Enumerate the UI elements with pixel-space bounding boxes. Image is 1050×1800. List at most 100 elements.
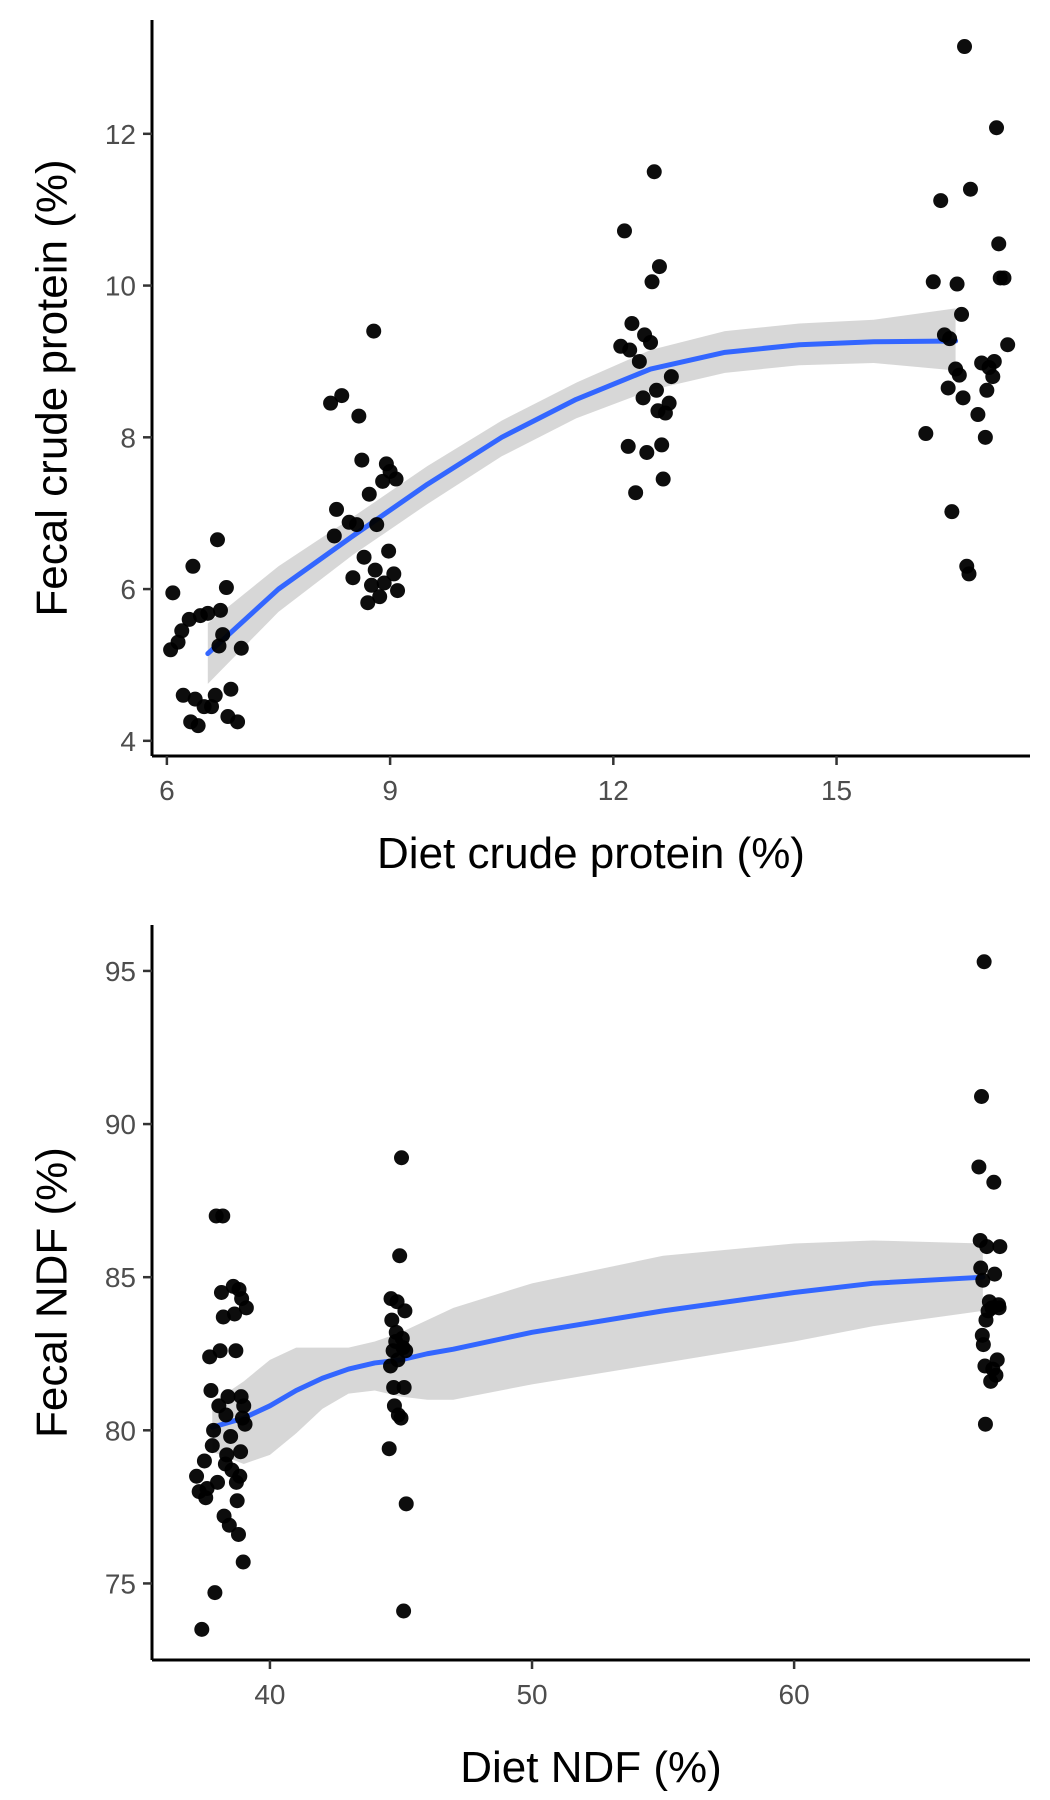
data-point	[223, 1428, 239, 1444]
data-point	[398, 1343, 414, 1359]
data-point	[194, 1621, 210, 1637]
data-point	[215, 627, 231, 643]
data-point	[206, 1422, 222, 1438]
data-point	[985, 369, 1001, 385]
data-point	[1000, 337, 1016, 353]
data-point	[663, 369, 679, 385]
fit-line-layer	[205, 338, 959, 657]
data-point	[228, 1343, 244, 1359]
data-point	[369, 517, 385, 533]
y-tick-label: 12	[105, 119, 136, 150]
y-tick-label: 85	[105, 1262, 136, 1293]
data-point	[975, 1272, 991, 1288]
y-axis-title: Fecal NDF (%)	[28, 1147, 77, 1438]
data-point	[639, 444, 655, 460]
x-tick-label: 15	[821, 775, 852, 806]
data-point	[235, 1554, 251, 1570]
x-axis-title: Diet NDF (%)	[460, 1743, 722, 1792]
confidence-ribbon-layer	[212, 1240, 983, 1464]
x-tick-label: 40	[254, 1679, 285, 1710]
data-point	[989, 120, 1005, 136]
y-axis-title: Fecal crude protein (%)	[28, 159, 77, 616]
data-point	[237, 1416, 253, 1432]
scatter-points-layer	[163, 39, 1016, 734]
data-point	[949, 276, 965, 292]
y-axis-ticks: 4 6 8 10 12	[105, 119, 152, 757]
data-point	[957, 39, 973, 55]
scatter-points-layer	[189, 954, 1008, 1637]
data-point	[361, 486, 377, 502]
data-point	[655, 471, 671, 487]
data-point	[386, 1379, 402, 1395]
data-point	[212, 1343, 228, 1359]
data-point	[329, 501, 345, 517]
data-point	[229, 1493, 245, 1509]
confidence-ribbon	[212, 1240, 983, 1464]
data-point	[323, 395, 339, 411]
panel-ndf: 40 50 60 75 80 85 90 95 Diet NDF (%) Fecal NDF…	[28, 925, 1030, 1792]
data-point	[954, 306, 970, 322]
y-tick-label: 6	[120, 574, 136, 605]
data-point	[616, 223, 632, 239]
y-tick-label: 75	[105, 1568, 136, 1599]
data-point	[190, 718, 206, 734]
data-point	[364, 577, 379, 593]
data-point	[218, 1407, 234, 1423]
data-point	[189, 1468, 205, 1484]
data-point	[233, 640, 249, 656]
data-point	[218, 580, 234, 596]
data-point	[974, 1089, 990, 1104]
data-point	[367, 562, 383, 578]
x-tick-label: 50	[516, 1679, 547, 1710]
data-point	[334, 388, 350, 404]
x-tick-label: 6	[159, 775, 175, 806]
data-point	[345, 570, 361, 586]
y-tick-label: 90	[105, 1109, 136, 1140]
data-point	[397, 1303, 413, 1319]
data-point	[398, 1496, 414, 1512]
data-point	[209, 532, 225, 548]
data-point	[351, 408, 367, 424]
data-point	[992, 1239, 1008, 1255]
data-point	[661, 395, 677, 411]
confidence-ribbon-layer	[207, 308, 956, 684]
data-point	[381, 1441, 397, 1457]
confidence-ribbon	[207, 308, 956, 684]
data-point	[962, 181, 978, 197]
data-point	[976, 954, 992, 970]
y-tick-label: 4	[120, 726, 136, 757]
data-point	[396, 1603, 412, 1619]
data-point	[951, 367, 967, 383]
x-axis-title: Diet crude protein (%)	[377, 829, 805, 878]
data-point	[220, 1389, 236, 1405]
data-point	[986, 353, 1002, 369]
data-point	[991, 1300, 1007, 1316]
data-point	[977, 1416, 993, 1432]
data-point	[996, 270, 1012, 286]
data-point	[236, 1398, 252, 1414]
data-point	[648, 382, 664, 398]
data-point	[651, 259, 667, 275]
data-point	[987, 1266, 1003, 1282]
data-point	[238, 1300, 254, 1316]
data-point	[624, 316, 640, 332]
data-point	[396, 1379, 412, 1395]
data-point	[175, 687, 191, 703]
data-point	[392, 1248, 408, 1264]
data-point	[635, 390, 651, 406]
y-tick-label: 8	[120, 422, 136, 453]
data-point	[213, 1285, 229, 1300]
data-point	[979, 1239, 995, 1255]
y-tick-label: 80	[105, 1415, 136, 1446]
data-point	[390, 583, 406, 599]
data-point	[227, 1306, 243, 1322]
fit-line	[205, 338, 959, 657]
y-axis-ticks: 75 80 85 90 95	[105, 956, 152, 1599]
data-point	[628, 485, 644, 501]
data-point	[349, 517, 365, 533]
data-point	[230, 714, 246, 730]
data-point	[212, 602, 228, 618]
data-point	[944, 504, 960, 520]
